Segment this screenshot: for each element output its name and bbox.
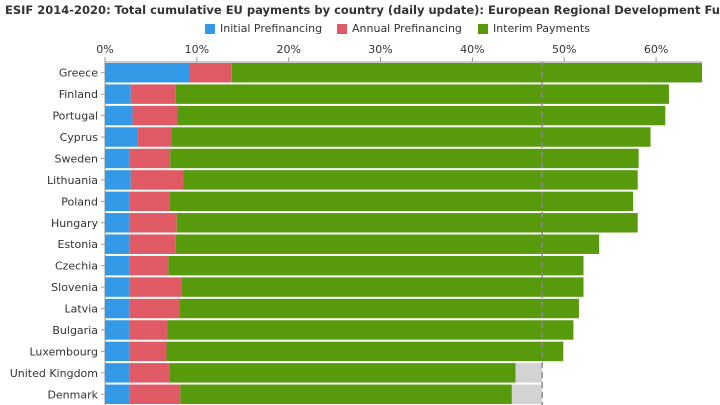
chart-title: ESIF 2014-2020: Total cumulative EU paym…	[5, 3, 720, 17]
bar-segment-annual-prefinancing	[129, 298, 180, 319]
y-tick-label: Denmark	[47, 388, 98, 401]
bar-segment-interim-payments	[176, 213, 638, 233]
bar-segment-annual-prefinancing	[129, 277, 182, 297]
bar-segment-interim-payments	[170, 148, 639, 169]
bar-segment-interim-payments	[180, 384, 512, 404]
bar-segment-initial-prefinancing	[105, 127, 138, 147]
legend: Initial Prefinancing Annual Prefinancing…	[0, 22, 720, 36]
legend-label: Initial Prefinancing	[220, 22, 323, 35]
bar-segment-initial-prefinancing	[105, 384, 130, 404]
y-tick-label: Bulgaria	[52, 324, 98, 337]
bar-segment-annual-prefinancing	[137, 127, 172, 147]
bar-segment-interim-payments	[183, 170, 638, 190]
y-tick-label: United Kingdom	[10, 367, 98, 380]
legend-item-interim-payments[interactable]: Interim Payments	[478, 22, 590, 35]
bar-segment-initial-prefinancing	[105, 234, 130, 254]
bar-segment-initial-prefinancing	[105, 191, 130, 212]
bar-segment-annual-prefinancing	[189, 63, 232, 83]
bar-segment-initial-prefinancing	[105, 277, 130, 297]
x-tick-label: 20%	[276, 43, 300, 56]
bar-segment-interim-payments	[175, 234, 600, 254]
bar-segment-initial-prefinancing	[105, 363, 130, 383]
y-tick-label: Cyprus	[60, 131, 99, 144]
bar-segment-interim-payments	[166, 341, 564, 362]
bar-segment-interim-payments	[231, 63, 703, 83]
bar-segment-annual-prefinancing	[129, 234, 176, 254]
bar-segment-interim-payments	[167, 320, 574, 340]
legend-item-annual-prefinancing[interactable]: Annual Prefinancing	[337, 22, 462, 35]
bar-segment-initial-prefinancing	[105, 341, 130, 362]
x-tick-label: 60%	[644, 43, 668, 56]
bar-segment-annual-prefinancing	[129, 384, 181, 404]
y-tick-label: Greece	[59, 67, 98, 80]
legend-swatch	[205, 23, 215, 34]
y-tick-label: Slovenia	[51, 281, 98, 294]
bar-segment-interim-payments	[179, 298, 579, 319]
y-tick-label: Hungary	[51, 217, 98, 230]
legend-swatch	[478, 23, 488, 34]
y-tick-label: Luxembourg	[29, 345, 98, 358]
x-tick-label: 30%	[368, 43, 392, 56]
y-tick-label: Sweden	[55, 152, 98, 165]
bar-segment-interim-payments	[181, 277, 584, 297]
bar-segment-annual-prefinancing	[129, 213, 177, 233]
bar-segment-interim-payments	[168, 255, 584, 276]
bar-segment-annual-prefinancing	[130, 170, 184, 190]
x-tick-label: 10%	[185, 43, 209, 56]
legend-label: Annual Prefinancing	[352, 22, 462, 35]
y-tick-label: Lithuania	[47, 174, 98, 187]
bar-segment-interim-payments	[169, 191, 634, 212]
bar-segment-interim-payments	[175, 84, 669, 104]
bar-segment-initial-prefinancing	[105, 320, 130, 340]
x-tick-label: 0%	[96, 43, 113, 56]
bar-segment-annual-prefinancing	[129, 363, 170, 383]
bar-segment-interim-payments	[177, 105, 666, 126]
bar-segment-initial-prefinancing	[105, 63, 190, 83]
bar-segment-annual-prefinancing	[129, 341, 167, 362]
y-tick-label: Czechia	[55, 260, 98, 273]
bar-segment-annual-prefinancing	[129, 148, 171, 169]
bar-segment-initial-prefinancing	[105, 213, 130, 233]
bar-segment-annual-prefinancing	[132, 105, 178, 126]
legend-label: Interim Payments	[493, 22, 590, 35]
y-tick-label: Finland	[59, 88, 98, 101]
bar-segment-initial-prefinancing	[105, 170, 131, 190]
y-tick-label: Poland	[61, 195, 98, 208]
bar-segment-initial-prefinancing	[105, 298, 130, 319]
bar-segment-initial-prefinancing	[105, 255, 130, 276]
bar-segment-remaining	[515, 363, 543, 383]
bar-segment-initial-prefinancing	[105, 84, 131, 104]
bar-segment-interim-payments	[171, 127, 651, 147]
bar-segment-annual-prefinancing	[129, 255, 169, 276]
bar-segment-initial-prefinancing	[105, 148, 130, 169]
x-tick-label: 40%	[460, 43, 484, 56]
bar-segment-annual-prefinancing	[129, 191, 170, 212]
bar-segment-remaining	[511, 384, 543, 404]
bar-segment-interim-payments	[169, 363, 516, 383]
y-tick-label: Estonia	[58, 238, 99, 251]
y-tick-label: Latvia	[65, 303, 99, 316]
bar-segment-annual-prefinancing	[130, 84, 176, 104]
legend-item-initial-prefinancing[interactable]: Initial Prefinancing	[205, 22, 322, 35]
y-tick-label: Portugal	[52, 110, 98, 123]
bar-segment-initial-prefinancing	[105, 105, 133, 126]
legend-swatch	[337, 23, 347, 34]
bar-segment-annual-prefinancing	[129, 320, 168, 340]
x-tick-label: 50%	[552, 43, 576, 56]
